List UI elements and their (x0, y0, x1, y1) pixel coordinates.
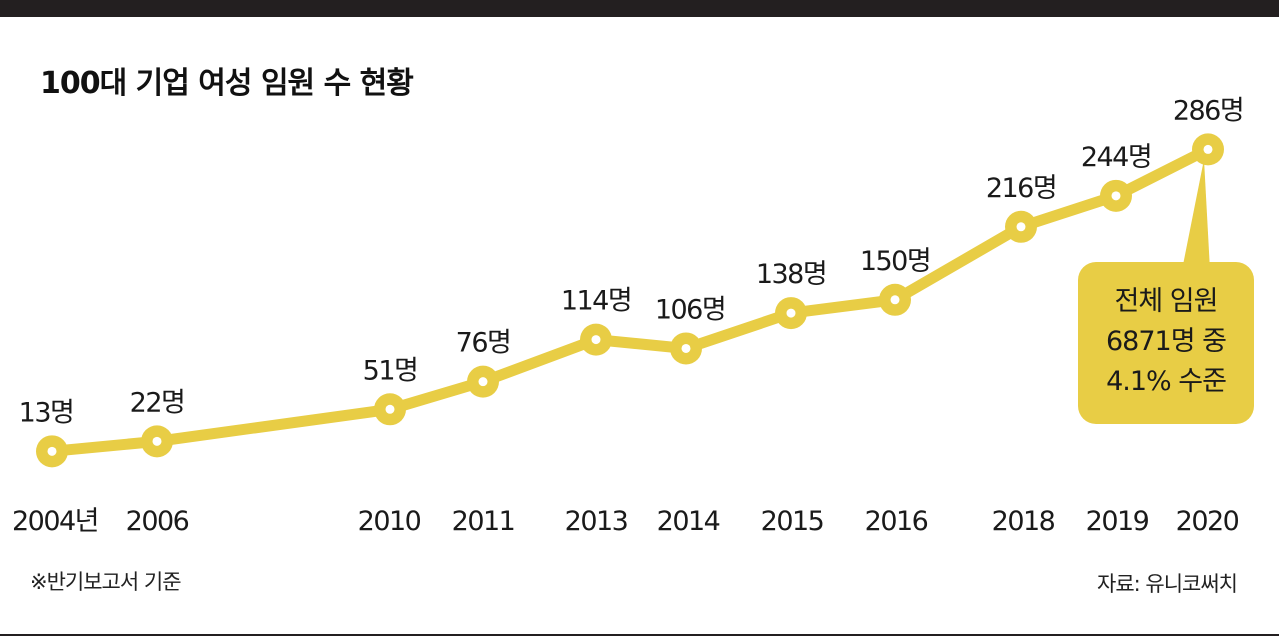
x-tick-label: 2013 (565, 506, 628, 537)
value-label: 150명 (860, 246, 930, 277)
data-point-center (47, 446, 57, 456)
value-label: 286명 (1173, 95, 1243, 126)
value-label: 22명 (130, 387, 185, 418)
bottom-rule (0, 634, 1279, 636)
value-label: 244명 (1081, 142, 1151, 173)
value-label: 216명 (986, 173, 1056, 204)
x-tick-label: 2020 (1176, 506, 1239, 537)
data-point-center (591, 335, 601, 345)
x-axis-labels: 2004년 2006 2010 2011 2013 2014 2015 2016 2018 201… (12, 506, 1240, 537)
value-label: 138명 (756, 259, 826, 290)
data-point-center (152, 436, 162, 446)
value-label: 51명 (363, 355, 418, 386)
x-tick-label: 2011 (452, 506, 515, 537)
x-tick-label: 2018 (992, 506, 1055, 537)
top-bar (0, 0, 1279, 17)
callout-line: 6871명 중 (1106, 326, 1226, 357)
value-labels: 13명 22명 51명 76명 114명 106명 138명 150명 216명 244명 286명 (19, 95, 1245, 428)
data-point-center (786, 308, 796, 318)
data-point-center (385, 404, 395, 414)
data-point-center (478, 377, 488, 387)
data-point-center (1111, 191, 1121, 201)
source-credit: 자료: 유니코써치 (1097, 572, 1238, 596)
data-point-center (1203, 144, 1213, 154)
value-label: 13명 (19, 397, 74, 428)
x-tick-label: 2014 (657, 506, 720, 537)
data-point-center (681, 343, 691, 353)
x-tick-label: 2004년 (12, 506, 98, 537)
data-point-center (890, 295, 900, 305)
data-points (36, 133, 1224, 468)
data-point-center (1016, 222, 1026, 232)
value-label: 76명 (456, 328, 511, 359)
footnote: ※반기보고서 기준 (30, 570, 182, 594)
callout: 전체 임원 6871명 중 4.1% 수준 (1078, 159, 1254, 424)
callout-box (1078, 262, 1254, 424)
value-label: 106명 (655, 294, 725, 325)
x-tick-label: 2015 (761, 506, 824, 537)
x-tick-label: 2006 (126, 506, 189, 537)
callout-line: 전체 임원 (1115, 286, 1218, 317)
x-tick-label: 2019 (1086, 506, 1149, 537)
callout-pointer (1182, 159, 1210, 270)
value-label: 114명 (561, 286, 631, 317)
x-tick-label: 2016 (865, 506, 928, 537)
callout-line: 4.1% 수준 (1106, 366, 1226, 397)
chart-title: 100대 기업 여성 임원 수 현황 (40, 66, 414, 101)
x-tick-label: 2010 (358, 506, 421, 537)
